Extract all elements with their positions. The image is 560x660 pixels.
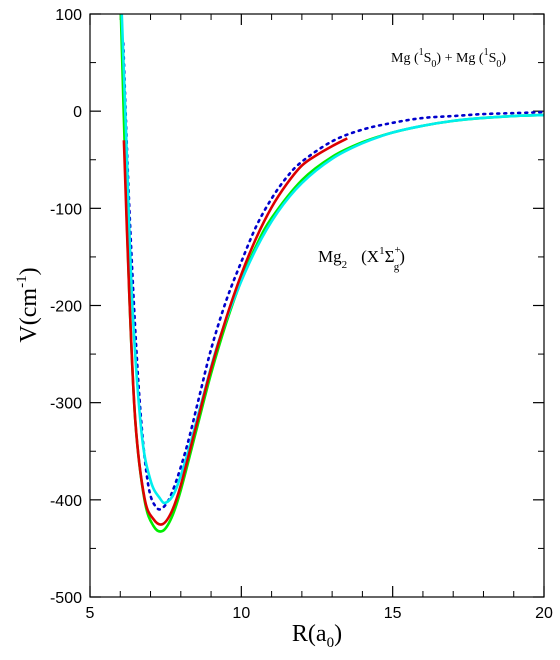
y-tick-label: -200 bbox=[50, 299, 82, 316]
y-tick-label: 0 bbox=[73, 104, 82, 121]
x-tick-label: 20 bbox=[535, 605, 553, 622]
y-tick-label: -100 bbox=[50, 201, 82, 218]
x-axis-title-close: ) bbox=[334, 621, 342, 647]
state-annotation: Mg2 (X1Σ+ g) bbox=[318, 244, 405, 273]
x-axis-title-sub: 0 bbox=[327, 635, 335, 651]
labels-layer: 5 10 15 20 -500 -400 -300 -200 -100 0 100 bbox=[50, 7, 553, 622]
y-axis-title: V(cm-1) bbox=[14, 267, 42, 342]
asymptote-annotation: Mg (1S0) + Mg (1S0) bbox=[391, 47, 506, 70]
series-layer bbox=[119, 14, 544, 533]
y-axis-title-sup: -1 bbox=[14, 275, 30, 288]
x-tick-label: 10 bbox=[232, 605, 250, 622]
y-tick-label: -500 bbox=[50, 590, 82, 607]
x-tick-label: 15 bbox=[384, 605, 402, 622]
x-axis-title: R(a0) bbox=[292, 621, 342, 651]
y-tick-label: -400 bbox=[50, 493, 82, 510]
y-tick-label: -300 bbox=[50, 396, 82, 413]
series-line-1 bbox=[121, 41, 544, 511]
y-axis-title-close: ) bbox=[16, 267, 42, 275]
series-line-4 bbox=[122, 137, 348, 526]
y-tick-label: 100 bbox=[55, 7, 82, 24]
x-tick-label: 5 bbox=[86, 605, 95, 622]
y-axis-title-main: V(cm bbox=[16, 288, 42, 343]
x-axis-title-main: R(a bbox=[292, 621, 327, 647]
plot-frame bbox=[89, 13, 545, 598]
